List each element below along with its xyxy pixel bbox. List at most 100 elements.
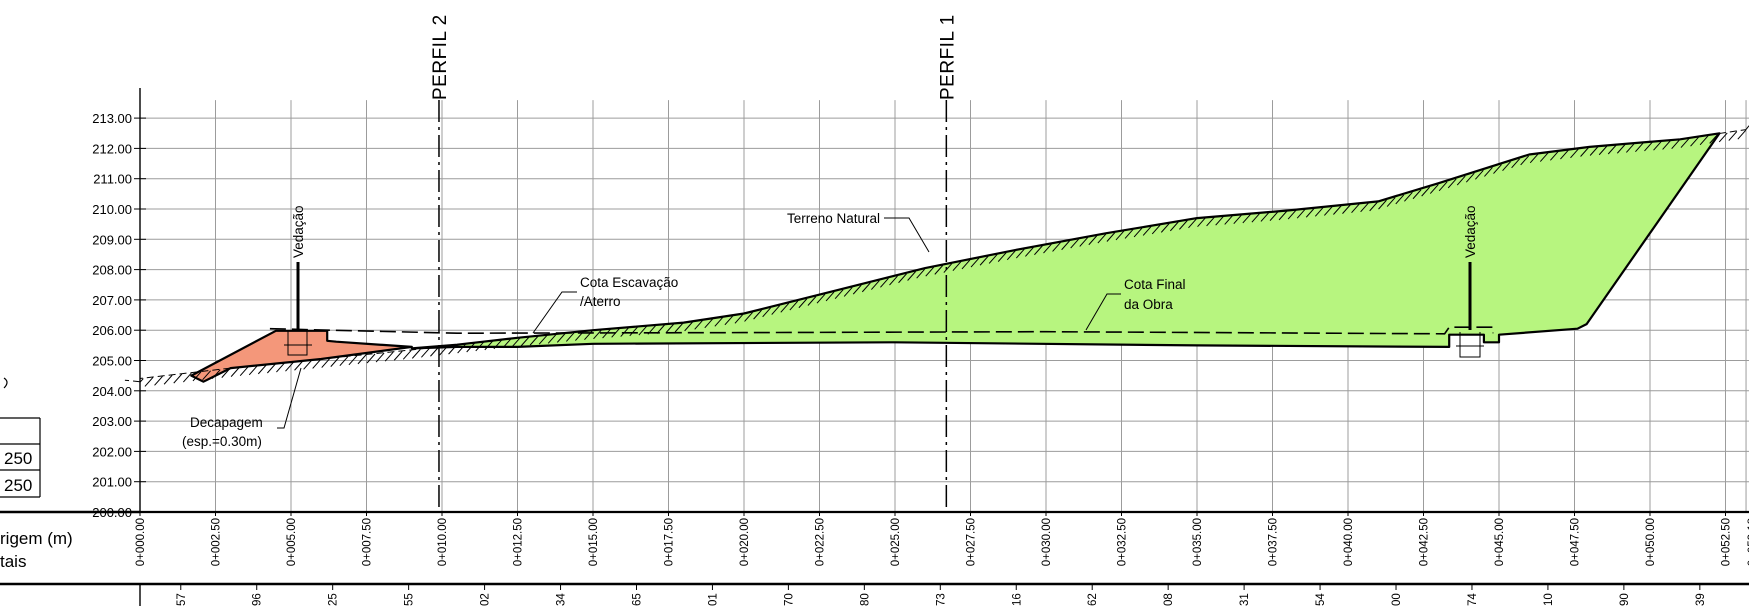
terrain-hatch — [889, 275, 898, 286]
terrain-hatch — [970, 257, 980, 268]
terrain-hatch — [684, 321, 694, 332]
terrain-hatch — [834, 289, 844, 300]
terrain-hatch — [1043, 243, 1052, 254]
terrain-hatch — [1287, 209, 1297, 220]
terrain-hatch — [694, 320, 704, 330]
terrain-hatch — [961, 259, 971, 270]
y-tick-label: 208.00 — [92, 263, 132, 278]
terrain-hatch — [321, 358, 331, 368]
x-tick-label: 0+020.00 — [739, 518, 751, 566]
terrain-hatch — [789, 300, 799, 311]
terrain-hatch — [430, 346, 439, 357]
terrain-hatch — [870, 280, 880, 290]
terrain-hatch — [1484, 167, 1493, 177]
terrain-hatch — [484, 340, 494, 351]
terrain-hatch — [556, 333, 566, 343]
x-tick-label: 0+025.00 — [890, 518, 902, 566]
terrain-hatch — [943, 263, 953, 273]
x-tick-label: 0+005.00 — [286, 518, 298, 566]
fence-left — [284, 262, 312, 356]
row-tick-label: 16 — [1011, 593, 1023, 606]
row-tick-label: 02 — [480, 593, 492, 606]
terrain-hatch — [221, 368, 231, 378]
terrain-hatch — [1215, 215, 1225, 226]
terrain-hatch — [1052, 242, 1061, 252]
terrain-hatch — [1088, 235, 1098, 246]
terrain-hatch — [861, 282, 871, 293]
side-table-scale-2: 250 — [4, 476, 32, 495]
row-tick-label: 00 — [1391, 593, 1403, 606]
terrain-hatch — [502, 338, 512, 349]
x-tick-label: 0+042.50 — [1419, 518, 1431, 566]
terrain-hatch — [1412, 189, 1422, 200]
bottom-row-ticks: 57 96 25 55 02 34 65 01 70 80 73 16 62 08 31 54 00 74 10 90… — [176, 584, 1707, 606]
label-cota-escavacao-2: /Aterro — [580, 294, 621, 309]
y-tick-label: 201.00 — [92, 475, 132, 490]
fence-right — [1456, 262, 1484, 358]
terrain-hatch — [1351, 203, 1360, 214]
natural-terrain-line — [140, 129, 1747, 379]
terrain-hatch — [1006, 250, 1016, 261]
side-table-origin-1: rigem (m) — [0, 529, 73, 548]
terrain-hatch — [1133, 227, 1143, 238]
x-tick-label: 0+037.50 — [1268, 518, 1280, 566]
terrain-head — [124, 379, 141, 383]
row-tick-label: 34 — [556, 593, 568, 606]
terrain-hatch — [1197, 217, 1206, 228]
terrain-hatch — [907, 271, 916, 281]
terrain-hatch — [665, 323, 675, 334]
terrain-hatch — [1718, 132, 1728, 143]
side-table-scale-1: 250 — [4, 449, 32, 468]
terrain-hatch — [1070, 238, 1080, 249]
y-tick-label: 206.00 — [92, 323, 132, 338]
terrain-hatch — [997, 252, 1007, 262]
terrain-hatch — [843, 287, 853, 297]
terrain-hatch — [620, 327, 630, 337]
x-tick-label: 0+052.50 — [1721, 518, 1733, 566]
terrain-hatch — [1625, 143, 1635, 153]
terrain-hatch — [239, 366, 249, 377]
terrain-hatch — [1169, 221, 1179, 232]
terrain-hatch — [674, 322, 684, 333]
terrain-hatch — [1429, 184, 1439, 194]
terrain-hatch — [771, 305, 781, 315]
final-grade-line — [269, 326, 1494, 335]
terrain-hatch — [1607, 144, 1617, 155]
row-tick-label: 96 — [252, 593, 264, 606]
cut-area — [190, 329, 413, 383]
terrain-hatch — [140, 378, 144, 384]
terrain-hatch — [375, 352, 385, 363]
terrain-hatch — [1314, 207, 1324, 217]
row-tick-label: 10 — [1543, 593, 1555, 606]
terrain-hatch — [154, 376, 163, 386]
label-decapagem-1: Decapagem — [190, 415, 263, 430]
terrain-hatch — [1671, 139, 1681, 150]
terrain-hatch — [1323, 206, 1333, 216]
terrain-hatch — [1179, 220, 1188, 230]
terrain-hatch — [276, 362, 285, 373]
terrain-hatch — [816, 293, 826, 304]
terrain-hatch — [520, 336, 530, 347]
row-tick-label: 08 — [1163, 593, 1175, 606]
row-tick-label: 90 — [1619, 593, 1631, 606]
terrain-hatch — [182, 372, 192, 383]
terrain-hatch — [1680, 138, 1690, 148]
x-tick-label: 0+015.00 — [588, 518, 600, 566]
label-cota-final-1: Cota Final — [1124, 277, 1186, 292]
row-tick-label: 73 — [935, 593, 947, 606]
terrain-hatch — [1474, 169, 1484, 180]
terrain-hatch — [1305, 207, 1315, 218]
y-tick-label: 211.00 — [93, 172, 132, 187]
terrain-hatch — [466, 342, 476, 353]
terrain-hatch — [357, 354, 367, 365]
terrain-hatch — [925, 266, 935, 277]
terrain-hatch — [1728, 131, 1738, 141]
row-tick-label: 39 — [1695, 593, 1707, 606]
x-tick-label: 0+047.50 — [1570, 518, 1582, 566]
label-vedacao-left: Vedação — [291, 205, 306, 258]
terrain-hatch — [1333, 205, 1342, 215]
y-tick-label: 210.00 — [92, 202, 132, 217]
terrain-hatch — [547, 333, 557, 344]
y-tick-label: 204.00 — [92, 384, 132, 399]
